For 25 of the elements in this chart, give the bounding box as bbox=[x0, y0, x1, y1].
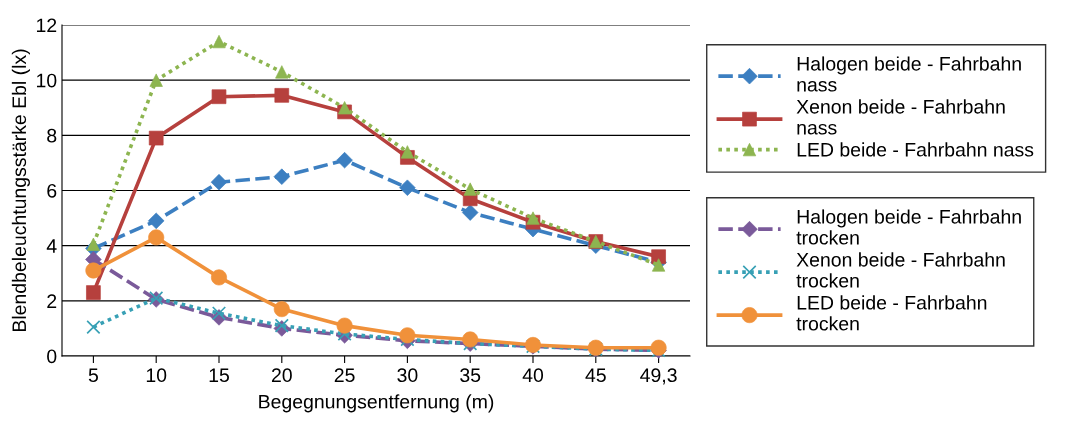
x-tick-label: 10 bbox=[146, 368, 167, 383]
y-tick-label: 10 bbox=[37, 73, 57, 88]
x-tick-label: 5 bbox=[88, 368, 98, 383]
legend-label: Xenon beide - Fahrbahn trocken bbox=[796, 252, 1005, 288]
y-tick-label: 4 bbox=[46, 239, 57, 253]
y-tick-label: 0 bbox=[47, 349, 57, 364]
legend-label: Xenon beide - Fahrbahn nass bbox=[796, 99, 1005, 135]
legend-label: LED beide - Fahrbahn nass bbox=[797, 142, 1034, 157]
y-tick-label: 8 bbox=[47, 128, 57, 143]
x-tick-label: 35 bbox=[460, 368, 481, 383]
x-axis-title: Begegnungsentfernung (m) bbox=[259, 394, 494, 413]
x-tick-label: 45 bbox=[585, 368, 606, 383]
legend-label: LED beide - Fahrbahn trocken bbox=[796, 295, 987, 331]
y-axis-title: Blendbeleuchtungsstärke Ebl (lx) bbox=[11, 49, 30, 332]
legend-label: Halogen beide - Fahrbahn nass bbox=[797, 56, 1021, 92]
legend-label: Halogen beide - Fahrbahn trocken bbox=[796, 209, 1021, 245]
y-tick-label: 6 bbox=[47, 183, 57, 198]
x-tick-label: 49,3 bbox=[640, 368, 677, 385]
x-tick-label: 30 bbox=[397, 368, 418, 383]
x-tick-label: 15 bbox=[209, 368, 229, 383]
y-tick-label: 2 bbox=[47, 294, 57, 308]
x-tick-label: 40 bbox=[522, 368, 544, 383]
x-tick-label: 20 bbox=[271, 368, 292, 383]
x-tick-label: 25 bbox=[334, 368, 355, 383]
y-tick-label: 12 bbox=[37, 18, 57, 33]
